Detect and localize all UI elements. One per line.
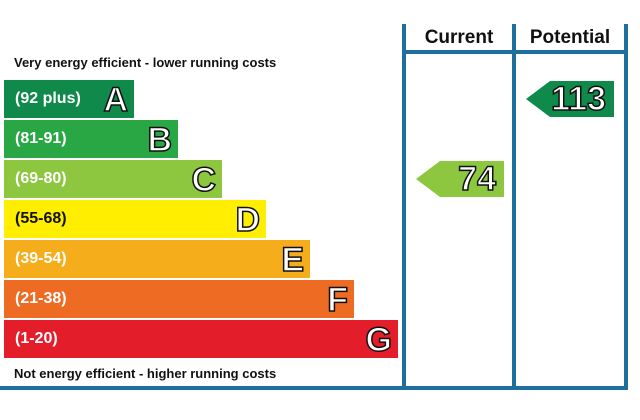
potential-rating-arrow: 113	[526, 81, 614, 117]
chart-baseline	[0, 386, 628, 390]
column-divider-middle	[512, 24, 516, 390]
band-g: (1-20) G	[4, 320, 398, 359]
band-a: (92 plus) A	[4, 80, 134, 119]
potential-rating-value: 113	[550, 80, 606, 118]
band-letter: C	[191, 161, 217, 199]
band-range-label: (69-80)	[15, 170, 67, 187]
current-rating-value: 74	[457, 160, 496, 198]
band-range-label: (92 plus)	[15, 90, 81, 107]
current-rating-arrow: 74	[416, 161, 504, 197]
band-b: (81-91) B	[4, 120, 178, 159]
band-letter: D	[235, 201, 261, 239]
band-letter: A	[103, 81, 129, 119]
band-letter: E	[281, 241, 305, 279]
band-letter: G	[365, 321, 393, 359]
column-divider-left	[402, 24, 406, 390]
current-column-header: Current	[424, 27, 494, 48]
band-range-label: (21-38)	[15, 290, 67, 307]
band-letter: F	[326, 281, 348, 319]
band-range-label: (1-20)	[15, 330, 58, 347]
potential-column-header: Potential	[529, 27, 611, 48]
band-e: (39-54) E	[4, 240, 310, 279]
band-range-label: (39-54)	[15, 250, 67, 267]
top-caption: Very energy efficient - lower running co…	[14, 55, 277, 70]
header-underline	[402, 50, 628, 54]
band-c: (69-80) C	[4, 160, 222, 199]
band-range-label: (55-68)	[15, 210, 67, 227]
band-f: (21-38) F	[4, 280, 354, 319]
band-d: (55-68) D	[4, 200, 266, 239]
bottom-caption: Not energy efficient - higher running co…	[14, 366, 277, 381]
band-letter: B	[147, 121, 173, 159]
band-range-label: (81-91)	[15, 130, 67, 147]
column-divider-right	[624, 24, 628, 390]
